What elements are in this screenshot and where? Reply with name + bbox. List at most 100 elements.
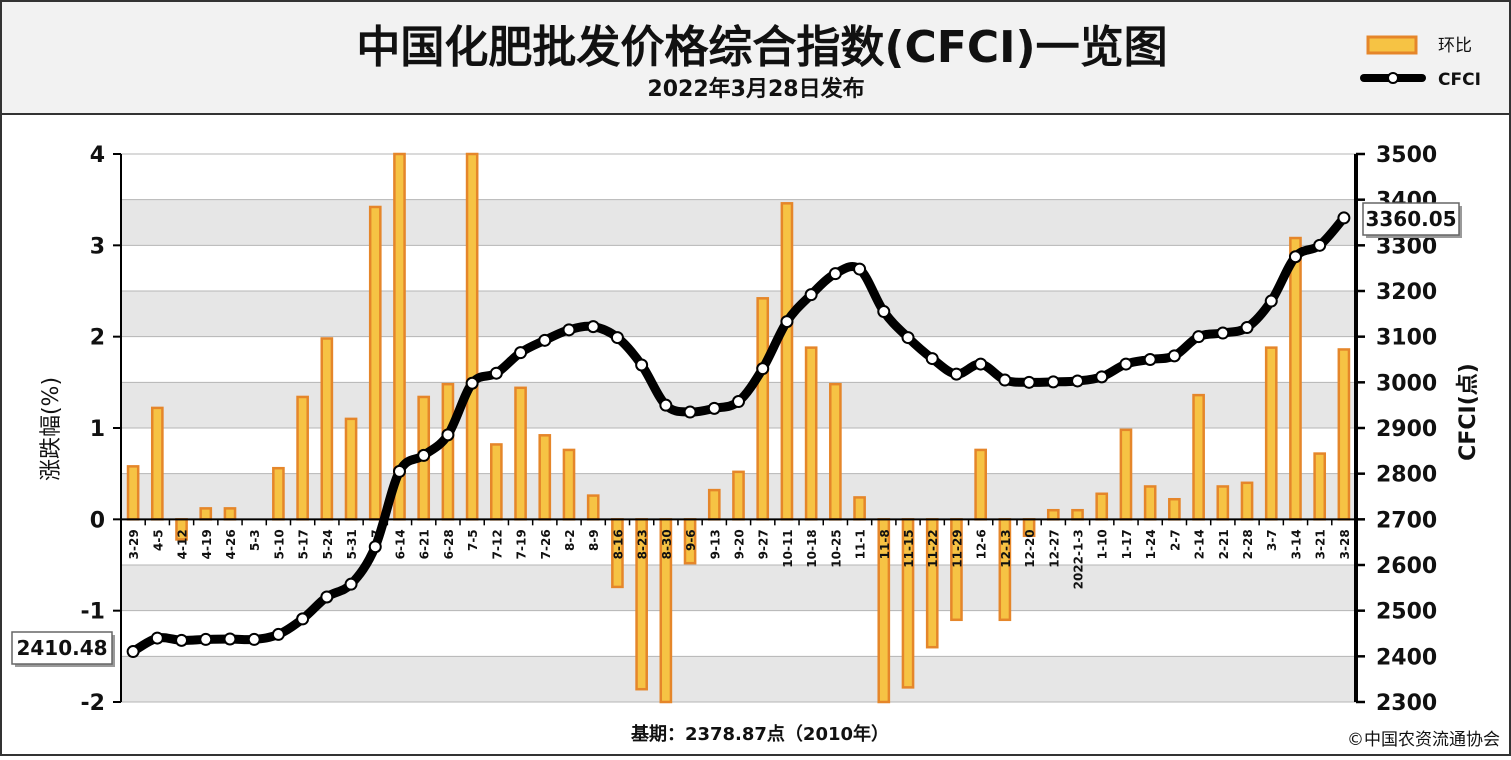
bar [1313, 452, 1327, 521]
axes: -2 -1 0 1 2 3 4 2300 2400 2500 2600 2700 2800 2900 300… [81, 143, 1438, 716]
plot-band [121, 565, 1356, 611]
y-right-tick-label: 2300 [1376, 691, 1437, 716]
cfci-point [392, 464, 406, 478]
last-value-callout: 3360.05 [1365, 207, 1456, 231]
legend-line-label: CFCI [1438, 70, 1481, 90]
header-band [0, 0, 1511, 115]
x-tick-label: 6-28 [442, 529, 456, 559]
bar [756, 297, 770, 521]
cfci-point [974, 357, 988, 371]
cfci-point [1167, 349, 1181, 363]
y-right-tick-label: 3500 [1376, 143, 1437, 168]
bar [1216, 485, 1230, 521]
y-right-tick-label: 2500 [1376, 600, 1437, 625]
cfci-point [1288, 250, 1302, 264]
legend: 环比 CFCI [1360, 35, 1481, 90]
bar [344, 417, 358, 521]
bar [320, 337, 334, 521]
bar [465, 152, 479, 521]
x-tick-label: 5-24 [321, 529, 335, 559]
x-tick-label: 4-19 [200, 529, 214, 559]
cfci-point [1119, 357, 1133, 371]
x-tick-label: 7-12 [490, 529, 504, 559]
legend-bar-swatch [1366, 35, 1418, 55]
x-tick-label: 11-15 [902, 529, 916, 567]
plot-band [121, 245, 1356, 291]
callouts: 2410.48 3360.05 [11, 202, 1462, 667]
x-tick-label: 10-18 [805, 529, 819, 567]
cfci-point [635, 358, 649, 372]
cfci-point [514, 346, 528, 360]
last-value-callout-box [1362, 202, 1460, 236]
x-tick-label: 9-27 [757, 529, 771, 559]
x-tick-label: 5-3 [248, 529, 262, 551]
cfci-point [877, 305, 891, 319]
bar [296, 395, 309, 521]
x-tick-label: 5-31 [345, 529, 359, 559]
legend-line-marker [1387, 72, 1399, 84]
bar [514, 386, 527, 521]
x-tick-label: 4-5 [151, 529, 165, 551]
y-right-tick-label: 2400 [1376, 645, 1437, 670]
cfci-point [296, 612, 310, 626]
cfci-point [780, 315, 794, 329]
x-tick-label: 8-9 [587, 529, 601, 551]
cfci-point [610, 331, 624, 345]
x-tick-label: 4-12 [176, 529, 190, 559]
x-tick-label: 9-13 [708, 529, 722, 559]
cfci-point [683, 405, 697, 419]
bar [1095, 492, 1109, 521]
x-tick-label: 12-13 [999, 529, 1013, 567]
cfci-point [344, 577, 358, 591]
bar [1168, 497, 1181, 521]
plot-band [121, 199, 1356, 246]
cfci-point [1337, 211, 1351, 225]
cfci-point [998, 373, 1012, 387]
bar [586, 494, 600, 521]
cfci-point [1313, 238, 1327, 252]
y-axis-right-label: CFCI(点) [1455, 363, 1481, 461]
cfci-point [368, 540, 382, 554]
x-tick-label: 7-5 [466, 529, 480, 551]
y-left-tick-label: 3 [90, 234, 105, 259]
bar [199, 507, 213, 521]
x-tick-label: 10-25 [829, 529, 843, 567]
cfci-point [150, 631, 164, 645]
x-tick-label: 2-7 [1168, 529, 1182, 551]
line-series [126, 211, 1351, 659]
x-tick-label: 11-29 [950, 529, 964, 567]
plot-band [121, 656, 1356, 702]
bar [223, 507, 237, 521]
bar [1289, 236, 1302, 521]
y-right-tick-label: 3100 [1376, 326, 1437, 351]
cfci-point [1240, 321, 1254, 335]
chart-subtitle: 2022年3月28日发布 [647, 76, 864, 102]
cfci-point [732, 395, 745, 409]
cfci-point [1143, 353, 1157, 366]
y-right-tick-label: 2600 [1376, 554, 1437, 579]
x-tick-label: 2-14 [1193, 529, 1207, 559]
copyright-note: ©中国农资流通协会 [1347, 730, 1500, 750]
cfci-point [901, 331, 915, 345]
bar [1192, 393, 1205, 521]
bar [732, 470, 745, 521]
cfci-point [1046, 375, 1060, 389]
first-value-callout: 2410.48 [16, 636, 107, 660]
x-tick-label: 7-26 [539, 529, 553, 559]
x-tick-label: 6-21 [418, 529, 432, 559]
bar [974, 448, 987, 521]
cfci-point [1264, 294, 1278, 308]
bar [1143, 485, 1157, 521]
x-tick-label: 1-10 [1096, 529, 1110, 559]
x-tick-label: 2022-1-3 [1072, 529, 1086, 589]
x-tick-label: 8-23 [636, 529, 650, 559]
y-left-tick-label: 1 [90, 417, 105, 442]
x-tick-label: 12-20 [1023, 529, 1037, 567]
y-left-tick-label: 2 [90, 326, 105, 351]
y-right-tick-label: 2900 [1376, 417, 1437, 442]
cfci-point [828, 267, 842, 281]
x-tick-label: 11-1 [854, 529, 868, 559]
x-tick-label: 3-29 [127, 529, 141, 559]
